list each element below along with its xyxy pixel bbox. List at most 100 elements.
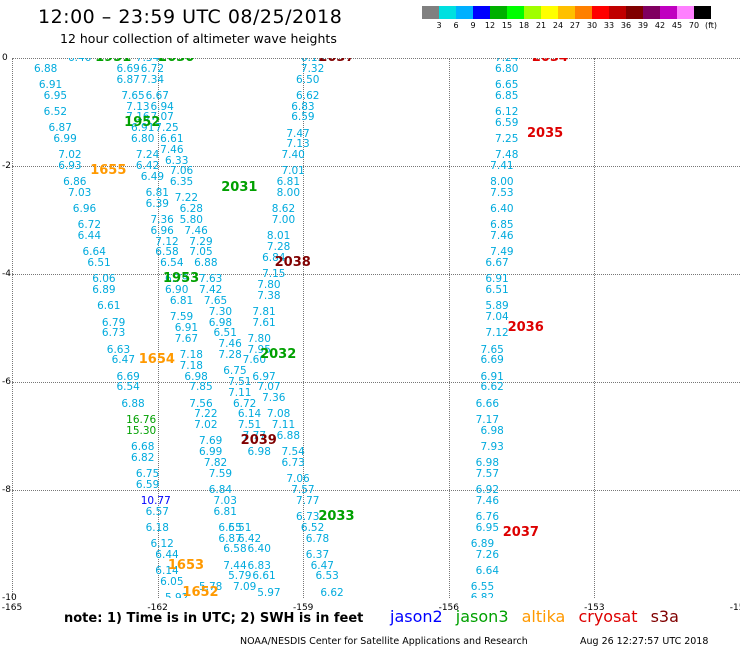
color-scale-swatch <box>643 6 660 19</box>
wave-height-value: 6.83 <box>247 559 271 572</box>
wave-height-value: 6.52 <box>300 521 325 534</box>
wave-height-value: 6.46 <box>67 58 92 64</box>
pass-time-label: 2035 <box>527 125 564 141</box>
pass-time-label: 1655 <box>90 163 127 179</box>
color-scale-label: 6 <box>453 21 459 30</box>
color-scale-swatch <box>507 6 524 19</box>
longitude-tick-label: -165 <box>1 603 23 613</box>
color-scale-swatch <box>626 6 643 19</box>
wave-height-value: 7.65 <box>121 89 145 102</box>
wave-height-value: 7.25 <box>495 133 519 145</box>
wave-height-value: 6.55 <box>470 581 495 594</box>
wave-height-value: 6.67 <box>485 257 509 270</box>
wave-height-value: 6.90 <box>165 284 189 297</box>
wave-height-value: 6.64 <box>82 246 106 259</box>
wave-height-value: 6.42 <box>135 160 160 172</box>
wave-height-value: 7.04 <box>485 311 509 324</box>
wave-height-value: 7.29 <box>189 235 213 248</box>
latitude-gridline <box>12 166 740 167</box>
wave-height-value: 6.91 <box>131 122 155 135</box>
generation-timestamp: Aug 26 12:27:57 UTC 2018 <box>580 636 709 647</box>
wave-height-value: 6.98 <box>475 457 500 469</box>
wave-height-value: 6.72 <box>140 62 165 75</box>
wave-height-value: 7.22 <box>174 192 199 205</box>
wave-height-value: 6.88 <box>276 430 301 442</box>
wave-height-value: 6.91 <box>38 79 63 91</box>
wave-height-value: 7.77 <box>296 494 320 507</box>
wave-height-value: 7.18 <box>179 359 203 372</box>
page-subtitle: 12 hour collection of altimeter wave hei… <box>60 31 337 46</box>
longitude-tick-label: -153 <box>584 603 605 613</box>
wave-height-value: 6.50 <box>296 73 320 86</box>
wave-height-value: 6.82 <box>470 592 495 598</box>
wave-height-value: 7.82 <box>203 457 228 469</box>
wave-height-value: 6.83 <box>291 100 315 113</box>
wave-height-value: 7.59 <box>169 311 194 324</box>
wave-height-value: 6.55 <box>218 521 242 534</box>
wave-height-value: 6.98 <box>208 316 233 329</box>
wave-height-value: 16.76 <box>126 413 157 426</box>
wave-height-value: 7.15 <box>262 268 286 280</box>
color-scale-label: 27 <box>569 21 581 30</box>
wave-height-value: 8.62 <box>271 203 296 216</box>
pass-time-label: 2038 <box>274 255 311 271</box>
wave-height-value: 6.87 <box>218 532 242 545</box>
color-scale-swatch <box>524 6 541 19</box>
wave-height-value: 7.69 <box>198 435 223 448</box>
wave-height-value: 6.53 <box>315 570 339 583</box>
wave-height-value: 7.07 <box>257 381 281 394</box>
wave-height-value: 6.88 <box>121 397 145 410</box>
wave-height-value: 5.79 <box>228 570 252 583</box>
wave-height-value: 6.85 <box>495 89 519 102</box>
wave-height-value: 6.61 <box>160 133 184 145</box>
wave-height-value: 6.63 <box>106 343 131 356</box>
wave-height-value: 7.02 <box>194 419 218 432</box>
wave-height-value: 6.81 <box>213 505 237 518</box>
wave-height-value: 6.59 <box>495 116 519 129</box>
pass-time-label: 2030 <box>158 58 194 64</box>
longitude-gridline <box>303 58 305 598</box>
wave-height-value: 6.84 <box>208 484 233 496</box>
wave-height-value: 6.51 <box>87 257 111 270</box>
color-scale-label: 36 <box>620 21 632 30</box>
wave-height-value: 6.61 <box>97 300 121 313</box>
wave-height-value: 7.95 <box>247 343 271 356</box>
wave-height-value: 7.80 <box>257 278 281 291</box>
wave-height-value: 6.68 <box>131 440 155 453</box>
wave-height-value: 6.05 <box>160 575 184 588</box>
wave-height-value: 7.65 <box>203 295 228 307</box>
wave-height-value: 6.88 <box>33 62 58 75</box>
wave-height-value: 6.72 <box>77 219 102 232</box>
wave-height-value: 7.67 <box>174 332 199 345</box>
wave-height-value: 6.79 <box>101 316 126 329</box>
wave-height-value: 6.49 <box>140 170 165 183</box>
wave-height-value: 6.89 <box>470 538 495 550</box>
wave-height-value: 6.51 <box>228 521 252 534</box>
color-scale-label: 24 <box>552 21 564 30</box>
wave-height-value: 6.44 <box>77 230 102 243</box>
wave-height-value: 6.91 <box>174 322 199 334</box>
wave-height-value: 7.06 <box>286 473 310 486</box>
wave-height-value: 6.73 <box>281 457 305 469</box>
wave-height-value: 6.58 <box>155 246 179 259</box>
wave-height-value: 6.44 <box>155 548 179 561</box>
wave-height-value: 7.06 <box>169 165 194 178</box>
wave-height-value: 7.57 <box>475 467 500 480</box>
wave-height-value: 7.36 <box>262 392 286 405</box>
wave-height-value: 6.67 <box>145 89 169 102</box>
wave-height-value: 5.97 <box>257 586 281 598</box>
wave-height-value: 7.00 <box>271 214 296 226</box>
wave-height-value: 8.00 <box>490 176 514 189</box>
wave-height-value: 6.69 <box>116 62 140 75</box>
wave-height-value: 7.03 <box>213 494 237 507</box>
legend-note: note: 1) Time is in UTC; 2) SWH is in fe… <box>64 611 364 626</box>
wave-height-value: 7.46 <box>160 143 184 156</box>
wave-height-value: 7.51 <box>237 419 262 432</box>
wave-height-value: 7.77 <box>242 430 267 442</box>
legend-jason3: jason3 <box>455 607 509 626</box>
wave-height-value: 6.18 <box>145 521 169 534</box>
wave-height-value: 6.12 <box>495 106 519 118</box>
wave-height-value: 6.69 <box>480 354 504 367</box>
wave-height-value: 6.33 <box>165 154 189 167</box>
color-scale-label: 21 <box>535 21 547 30</box>
